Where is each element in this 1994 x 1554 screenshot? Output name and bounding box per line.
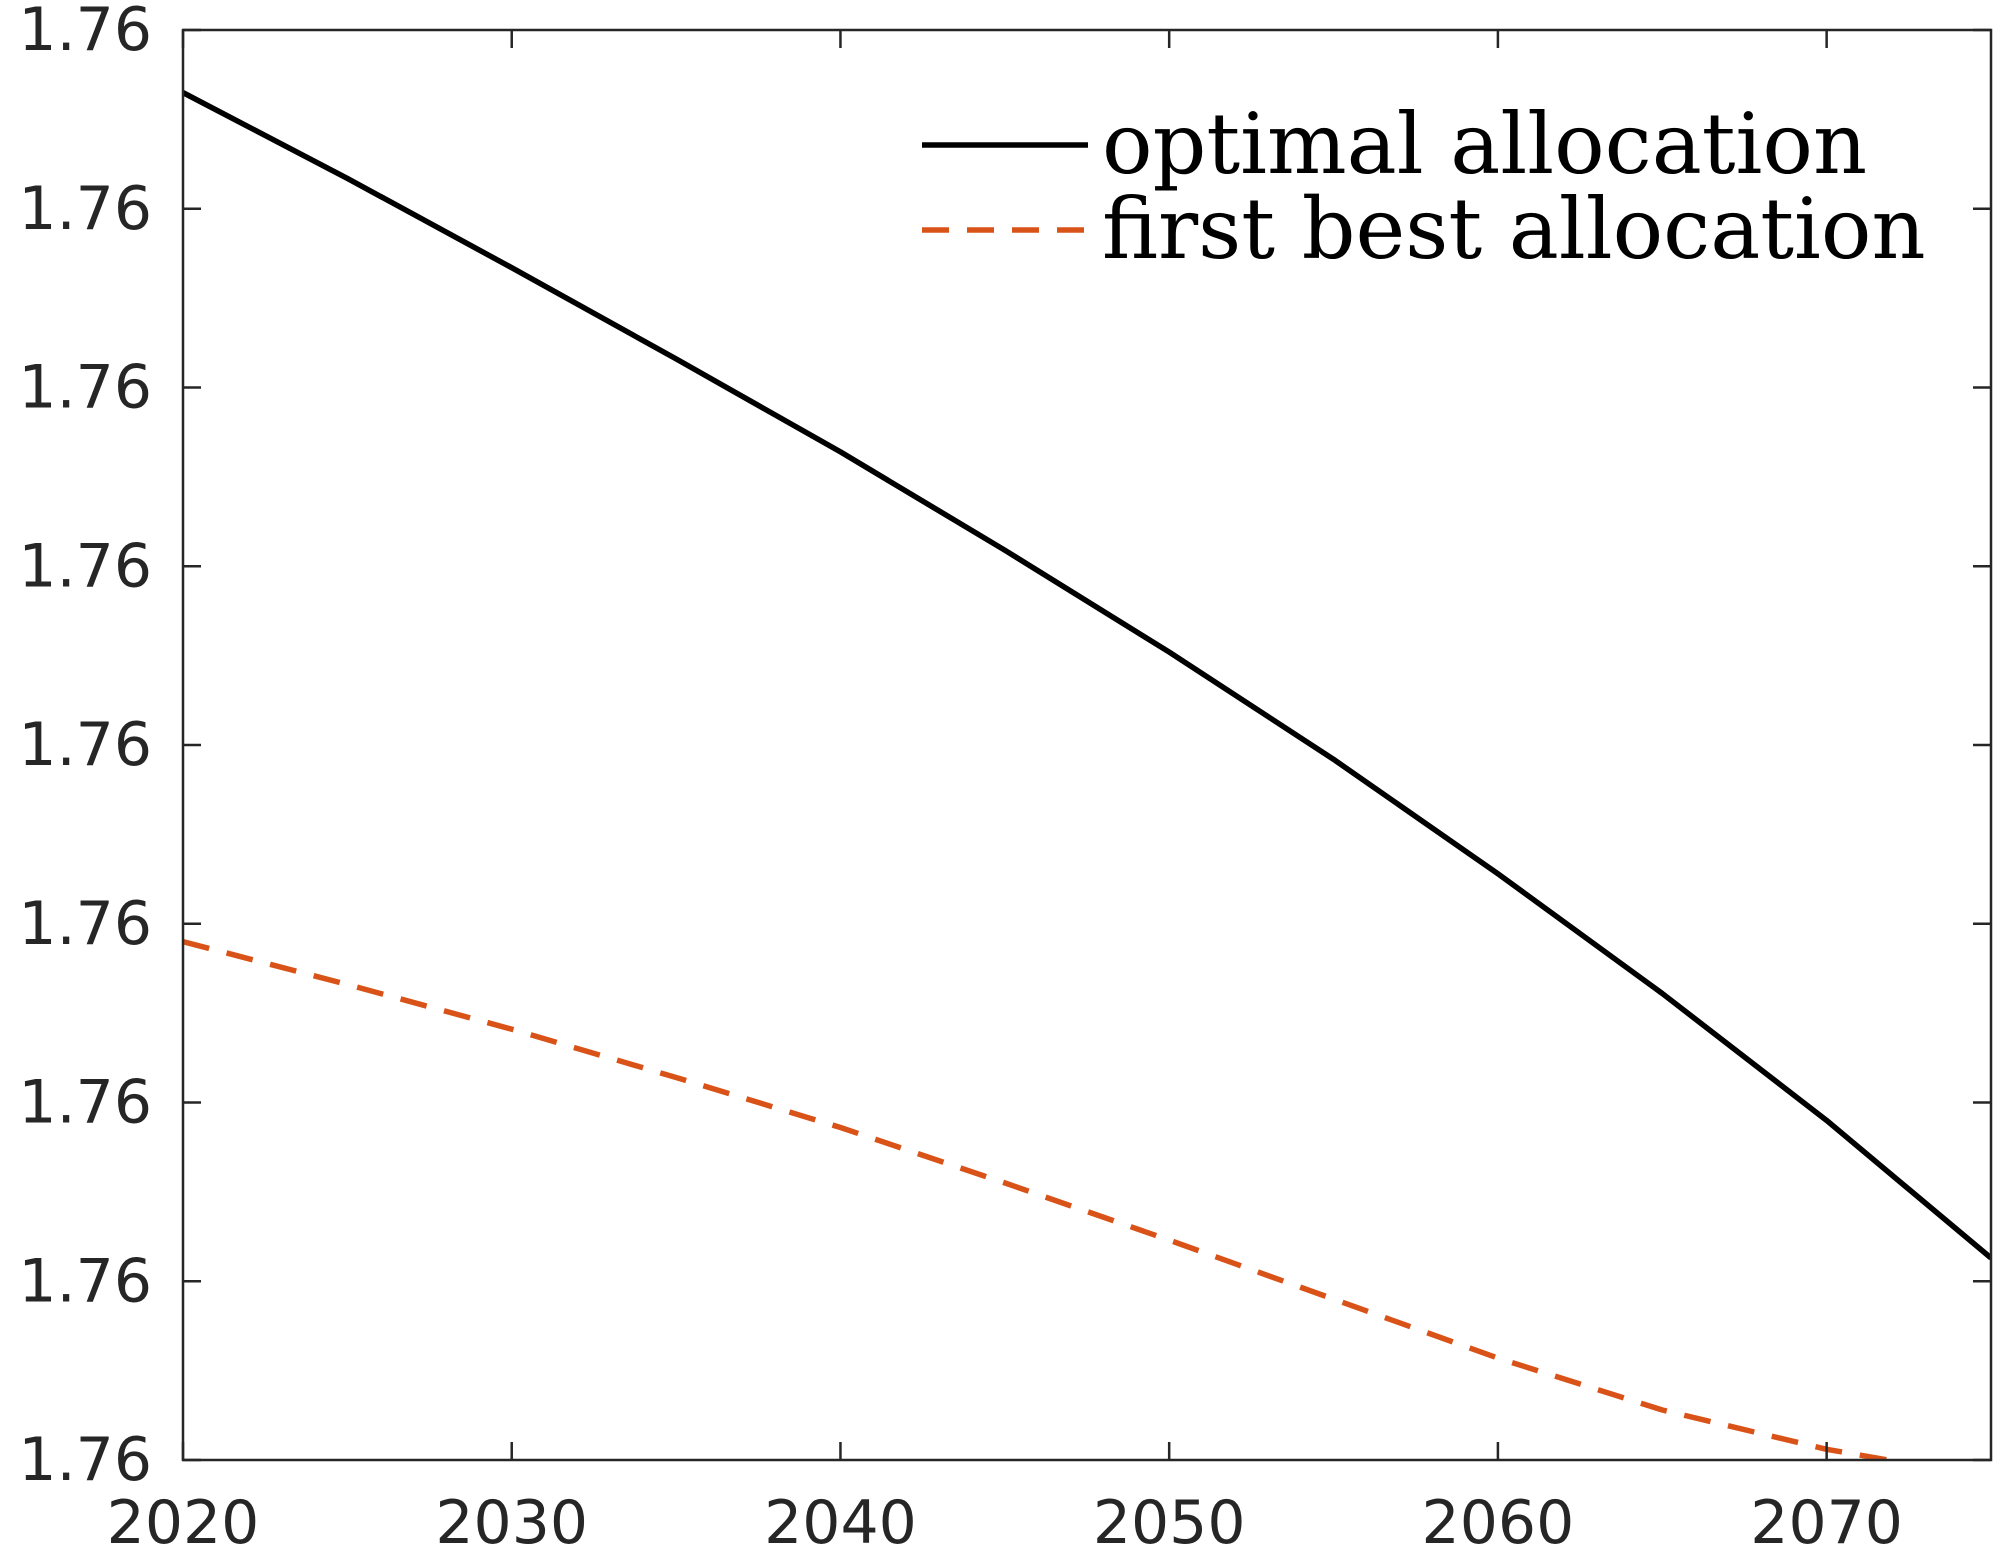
y-tick-label: 1.76 bbox=[18, 1068, 152, 1138]
plot-area bbox=[183, 30, 1991, 1460]
x-tick-label: 2060 bbox=[1422, 1488, 1575, 1554]
y-tick-label: 1.76 bbox=[18, 0, 152, 65]
series-line-1 bbox=[183, 90, 1991, 1261]
x-tick-label: 2020 bbox=[107, 1488, 260, 1554]
x-tick-label: 2040 bbox=[764, 1488, 917, 1554]
y-tick-label: 1.76 bbox=[18, 531, 152, 601]
y-tick-label: 1.76 bbox=[18, 174, 152, 244]
y-tick-label: 1.76 bbox=[18, 710, 152, 780]
y-tick-label: 1.76 bbox=[18, 353, 152, 423]
tick-layer: 2020 2030 2040 2050 2060 2070 1.76 1.76 1.76 1.76… bbox=[18, 0, 1991, 1554]
plot-background bbox=[183, 30, 1991, 1460]
y-tick-label: 1.76 bbox=[18, 889, 152, 959]
y-tick-label: 1.76 bbox=[18, 1425, 152, 1495]
legend-label-2: first best allocation bbox=[1102, 180, 1926, 278]
series-line-2 bbox=[183, 938, 1905, 1460]
x-tick-label: 2070 bbox=[1750, 1488, 1903, 1554]
y-tick-label: 1.76 bbox=[18, 1246, 152, 1316]
x-tick-label: 2050 bbox=[1093, 1488, 1246, 1554]
series-layer bbox=[183, 90, 1991, 1460]
x-tick-label: 2030 bbox=[435, 1488, 588, 1554]
legend-label-1: optimal allocation bbox=[1102, 95, 1867, 193]
